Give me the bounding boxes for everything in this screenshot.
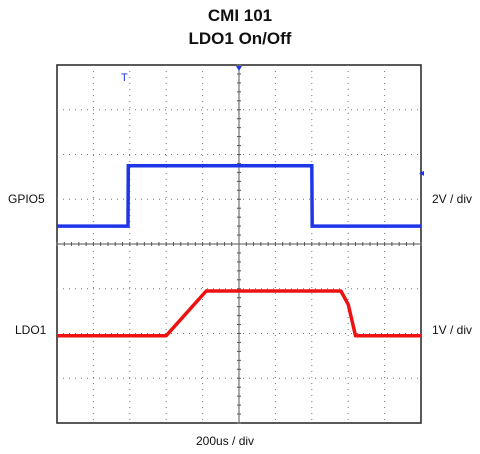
ldo1-scale-label: 1V / div [432,323,473,337]
chart-subtitle: LDO1 On/Off [188,29,292,48]
trigger-marker: T [121,72,128,84]
time-scale-label: 200us / div [196,434,255,448]
chart-title: CMI 101 [207,6,273,25]
gpio5-channel-label: GPIO5 [8,192,45,206]
gpio5-trace [57,163,421,228]
scope-grid [56,64,422,424]
ldo1-trace [57,289,421,338]
ldo1-channel-label: LDO1 [15,323,47,337]
gpio5-scale-label: 2V / div [432,192,473,206]
trigger-level-marker: ◂ [419,168,424,179]
time-position-marker [236,66,242,71]
